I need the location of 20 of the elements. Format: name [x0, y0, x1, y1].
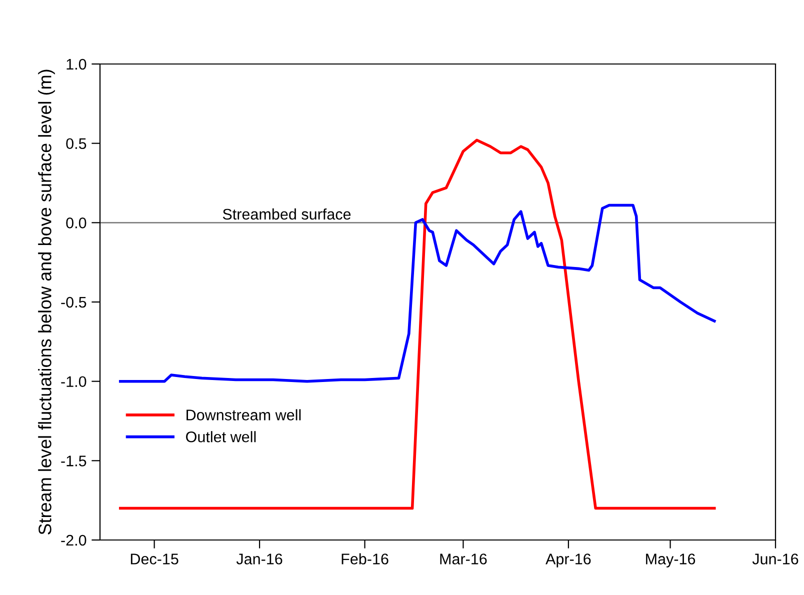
legend-label: Downstream well	[186, 409, 301, 420]
x-tick-label: Jan-16	[236, 554, 282, 564]
legend-label: Outlet well	[186, 431, 256, 442]
x-tick-label: Feb-16	[342, 553, 388, 564]
x-tick-label: Dec-15	[130, 554, 178, 564]
y-tick-label: -0.5	[61, 296, 86, 308]
x-tick-label: Jun-16	[752, 554, 798, 564]
y-tick-label: 1.0	[66, 58, 86, 70]
line-series	[118, 138, 716, 510]
y-tick-label: 0.5	[66, 138, 86, 150]
y-tick-label: -1.0	[61, 376, 86, 388]
y-tick-label: 0.0	[66, 218, 86, 228]
x-tick-label: May-16	[646, 554, 696, 568]
ref-line-label: Streambed surface	[222, 208, 351, 220]
x-tick-label: Mar-16	[440, 554, 487, 564]
x-tick-label: Apr-16	[546, 554, 591, 568]
y-tick-label: -1.5	[61, 456, 86, 466]
y-axis-title: Stream level fluctuations below and bove surface level (m)	[38, 70, 55, 534]
y-tick-label: -2.0	[61, 534, 86, 546]
line-series	[118, 204, 716, 383]
